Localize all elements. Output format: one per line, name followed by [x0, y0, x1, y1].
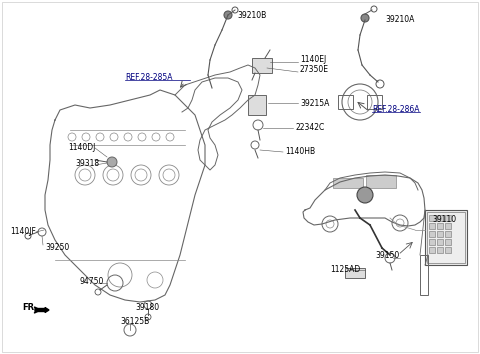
Bar [367, 95, 382, 109]
Bar [345, 268, 365, 278]
Bar [429, 239, 435, 245]
Text: 39215A: 39215A [300, 98, 329, 108]
Bar [437, 239, 443, 245]
Text: 39250: 39250 [45, 244, 69, 252]
Bar [333, 178, 363, 188]
Text: 39180: 39180 [135, 303, 159, 313]
Text: 39210B: 39210B [237, 11, 266, 19]
Text: 1140HB: 1140HB [285, 148, 315, 156]
Text: 22342C: 22342C [295, 124, 324, 132]
Circle shape [357, 187, 373, 203]
Bar [445, 231, 451, 237]
Bar [437, 215, 443, 221]
Bar [429, 247, 435, 253]
Text: 39210A: 39210A [385, 16, 414, 24]
Bar [445, 247, 451, 253]
Bar [425, 210, 467, 265]
Text: 94750: 94750 [80, 278, 104, 286]
Bar [437, 247, 443, 253]
Text: 1125AD: 1125AD [330, 266, 360, 274]
Bar [366, 175, 396, 188]
Bar [429, 231, 435, 237]
Bar [427, 212, 465, 263]
Text: 39150: 39150 [375, 251, 399, 261]
Bar [338, 95, 353, 109]
Text: 39110: 39110 [432, 216, 456, 224]
Bar [437, 223, 443, 229]
Bar [445, 239, 451, 245]
Bar [252, 58, 272, 73]
Text: 36125B: 36125B [120, 318, 149, 326]
FancyArrow shape [35, 308, 49, 313]
Text: REF.28-286A: REF.28-286A [372, 105, 420, 114]
Text: REF.28-285A: REF.28-285A [125, 74, 172, 82]
Text: 1140JF: 1140JF [10, 228, 36, 236]
Bar [445, 223, 451, 229]
Bar [429, 215, 435, 221]
Text: FR.: FR. [22, 303, 37, 313]
Text: 1140EJ: 1140EJ [300, 56, 326, 64]
Circle shape [361, 14, 369, 22]
Bar [248, 95, 266, 115]
Text: 27350E: 27350E [300, 65, 329, 74]
Bar [429, 223, 435, 229]
Circle shape [224, 11, 232, 19]
Text: 1140DJ: 1140DJ [68, 143, 96, 153]
Bar [420, 255, 428, 295]
Bar [445, 215, 451, 221]
Text: 39318: 39318 [75, 159, 99, 167]
Circle shape [107, 157, 117, 167]
Bar [437, 231, 443, 237]
